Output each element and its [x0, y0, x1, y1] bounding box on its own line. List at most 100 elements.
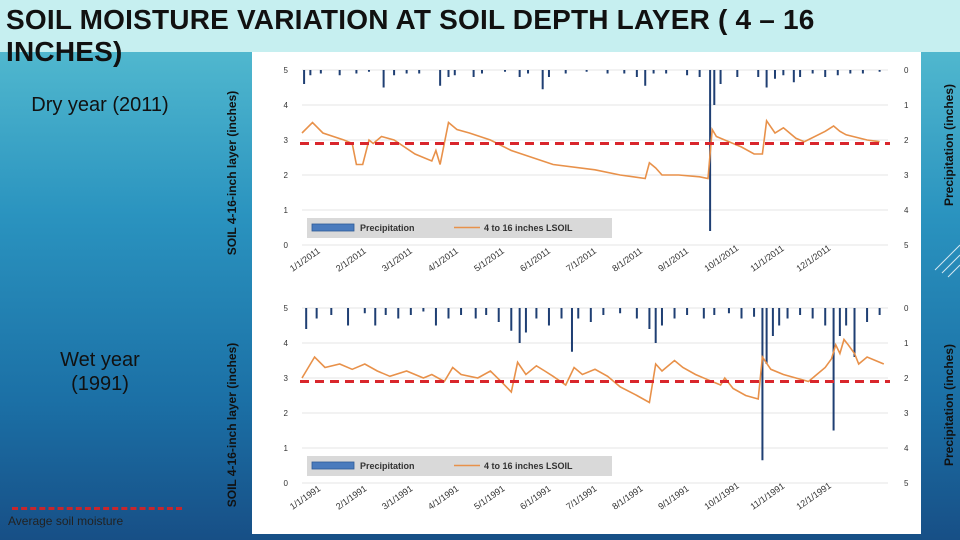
precip-bar	[652, 70, 655, 74]
left-y-tick-label: 2	[284, 409, 289, 418]
legend-precip-swatch	[311, 461, 355, 470]
precip-bar	[535, 308, 538, 319]
precip-bar	[799, 308, 802, 315]
precip-bar	[474, 308, 477, 319]
precip-bar	[698, 70, 701, 77]
dry-year-label: Dry year (2011)	[31, 94, 169, 116]
legend-precip-label: Precipitation	[360, 223, 415, 233]
x-tick-label: 12/1/1991	[794, 480, 833, 511]
precip-bar	[792, 70, 795, 83]
precip-bar	[602, 308, 605, 315]
precip-bar	[504, 70, 507, 72]
right-y-tick-label: 3	[904, 409, 909, 418]
precip-bar	[303, 70, 306, 84]
precip-bar	[405, 70, 408, 74]
precip-bar	[673, 308, 676, 319]
precip-bar	[315, 308, 318, 319]
left-y-tick-label: 2	[284, 171, 289, 180]
x-tick-label: 12/1/2011	[794, 243, 832, 274]
precip-bar	[347, 308, 350, 326]
x-tick-label: 6/1/1991	[518, 483, 552, 511]
right-y-tick-label: 5	[904, 479, 909, 488]
right-y-tick-label: 1	[904, 339, 909, 348]
x-tick-label: 4/1/2011	[426, 246, 460, 274]
precip-bar	[719, 70, 722, 84]
precip-bar	[853, 308, 856, 357]
precip-bar	[510, 308, 513, 331]
precip-bar	[736, 70, 739, 77]
precip-bar	[541, 70, 544, 90]
precip-bar	[497, 308, 500, 322]
precip-bar	[338, 70, 341, 76]
precip-bar	[305, 308, 308, 329]
precip-bar	[619, 308, 622, 314]
x-tick-label: 6/1/2011	[518, 246, 552, 274]
precip-bar	[778, 308, 781, 326]
precip-bar	[665, 70, 668, 74]
dry-left-axis-title: SOIL 4-16-inch layer (inches)	[225, 90, 239, 256]
x-tick-label: 4/1/1991	[426, 483, 460, 511]
chart-wet-1991: 0 1 2 3 4 5 0 1 2 3 4 5 Precipitation 4 to 16 inches …	[284, 304, 909, 512]
precip-bar	[518, 70, 521, 77]
x-tick-label: 8/1/1991	[610, 483, 644, 511]
precip-bar	[838, 308, 841, 336]
precip-bar	[824, 308, 827, 326]
x-tick-label: 10/1/2011	[702, 243, 740, 274]
precip-bar	[434, 308, 437, 326]
chart-legend: Precipitation 4 to 16 inches LSOIL	[307, 218, 612, 238]
precip-bar	[564, 70, 567, 74]
right-y-tick-label: 1	[904, 101, 909, 110]
wet-right-axis-title: Precipitation (inches)	[942, 343, 956, 467]
legend-precip-swatch	[311, 223, 355, 232]
precip-bar	[786, 308, 789, 319]
precip-bar	[374, 308, 377, 326]
x-tick-label: 8/1/2011	[610, 246, 644, 274]
left-y-tick-label: 1	[284, 206, 289, 215]
precip-bar	[453, 70, 456, 76]
left-y-tick-label: 3	[284, 374, 289, 383]
x-tick-label: 9/1/1991	[656, 483, 690, 511]
precip-bar	[547, 308, 550, 326]
precip-bar	[836, 70, 839, 76]
precip-bar	[861, 70, 864, 74]
precip-bar	[811, 308, 814, 319]
precip-bar	[480, 70, 483, 74]
precip-bar	[527, 70, 530, 74]
precip-bar	[485, 308, 488, 315]
precip-bar	[309, 70, 312, 76]
left-y-tick-label: 0	[284, 241, 289, 250]
precip-bar	[648, 308, 651, 329]
precip-bar	[422, 308, 425, 312]
precip-bar	[570, 308, 573, 352]
precip-bar	[878, 70, 881, 72]
precip-bar	[845, 308, 848, 326]
precip-bar	[355, 70, 358, 74]
precip-bar	[713, 70, 716, 105]
precip-bar	[782, 70, 785, 76]
precip-bar	[635, 308, 638, 319]
left-y-tick-label: 5	[284, 66, 289, 75]
average-moisture-legend-line	[12, 507, 182, 510]
precip-bar	[761, 308, 764, 461]
x-tick-label: 5/1/2011	[472, 246, 506, 274]
precip-bar	[644, 70, 647, 86]
precip-bar	[765, 308, 768, 364]
precip-bar	[727, 308, 730, 314]
precip-bar	[832, 308, 835, 431]
left-y-tick-label: 4	[284, 339, 289, 348]
precip-bar	[799, 70, 802, 77]
precip-bar	[773, 70, 776, 79]
x-tick-label: 3/1/1991	[380, 483, 414, 511]
right-y-tick-label: 4	[904, 206, 909, 215]
precip-bar	[589, 308, 592, 322]
right-y-tick-label: 3	[904, 171, 909, 180]
x-tick-label: 3/1/2011	[380, 246, 414, 274]
x-tick-label: 1/1/2011	[288, 246, 322, 274]
precip-bar	[771, 308, 774, 336]
precip-bar	[439, 70, 442, 86]
charts-svg: 0 1 2 3 4 5 0 1 2 3 4 5 Precipitation 4 to 16 inches …	[284, 66, 909, 512]
x-tick-label: 9/1/2011	[656, 246, 690, 274]
precip-bar	[702, 308, 705, 319]
x-tick-label: 10/1/1991	[702, 480, 741, 511]
precip-bar	[660, 308, 663, 326]
